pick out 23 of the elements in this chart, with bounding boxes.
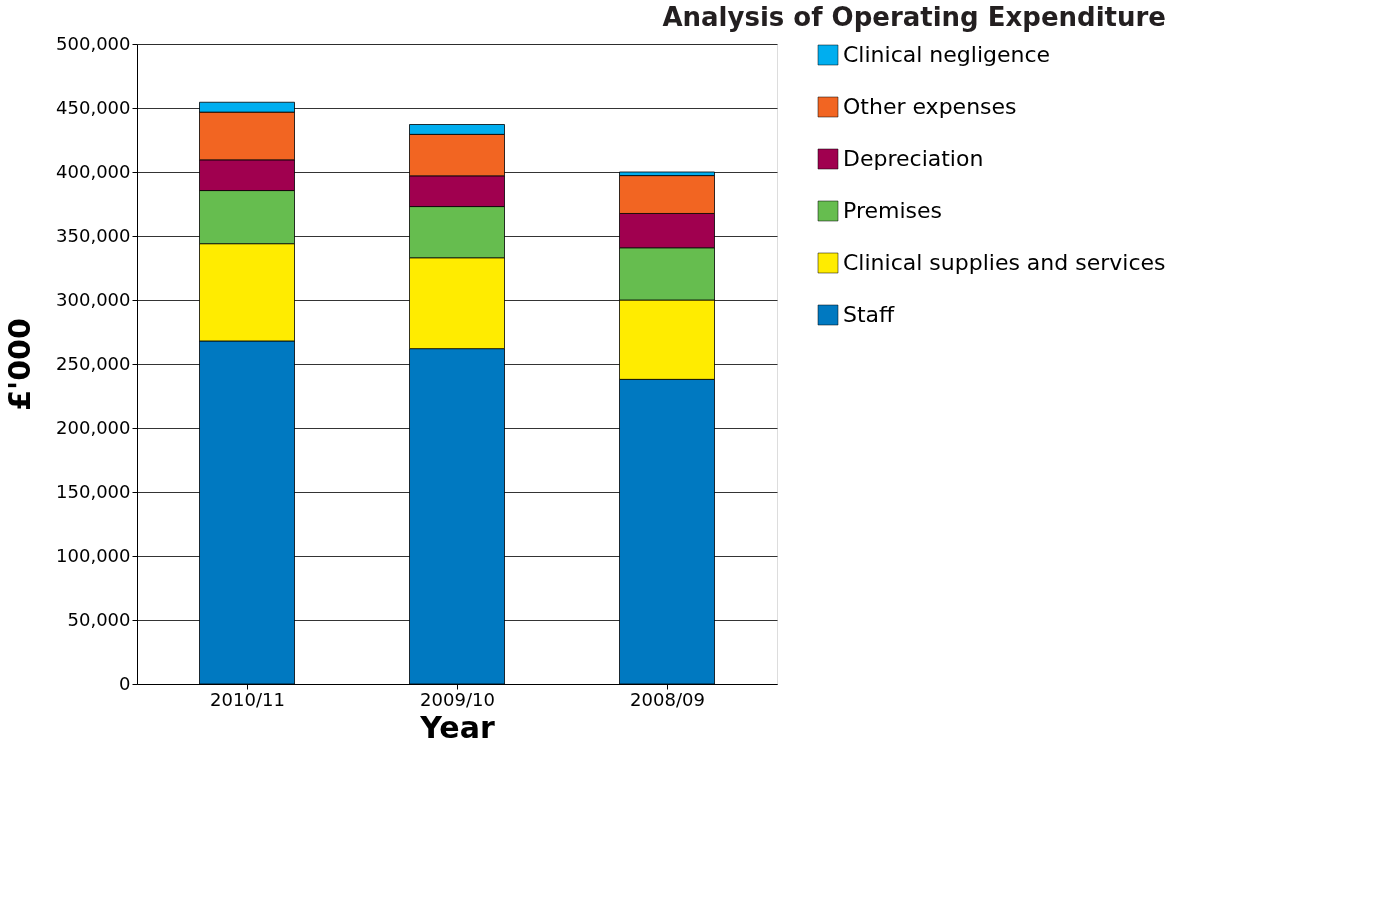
y-tick-label: 400,000 xyxy=(56,160,131,182)
y-tick-label: 500,000 xyxy=(56,32,131,54)
y-tick-label: 350,000 xyxy=(56,224,131,246)
x-tick-label: 2010/11 xyxy=(210,688,285,710)
y-tick-label: 50,000 xyxy=(67,608,131,630)
y-tick-label: 0 xyxy=(119,672,131,694)
y-tick-label: 150,000 xyxy=(56,480,131,502)
x-tick-label: 2008/09 xyxy=(630,688,705,710)
legend-label: Depreciation xyxy=(843,146,984,171)
legend-label: Other expenses xyxy=(843,94,1017,119)
y-tick-label: 250,000 xyxy=(56,352,131,374)
y-tick-label: 300,000 xyxy=(56,288,131,310)
legend-label: Premises xyxy=(843,198,942,223)
text: Analysis of Operating Expenditure xyxy=(662,2,1166,32)
y-tick-label: 450,000 xyxy=(56,96,131,118)
y-tick-label: 200,000 xyxy=(56,416,131,438)
y-tick-label: 100,000 xyxy=(56,544,131,566)
legend-label: Clinical negligence xyxy=(843,42,1051,67)
legend-label: Staff xyxy=(843,302,896,327)
x-tick-label: 2009/10 xyxy=(420,688,495,710)
y-axis-title: £'000 xyxy=(2,318,38,411)
legend-label: Clinical supplies and services xyxy=(843,250,1166,275)
x-axis-title: Year xyxy=(419,709,495,745)
